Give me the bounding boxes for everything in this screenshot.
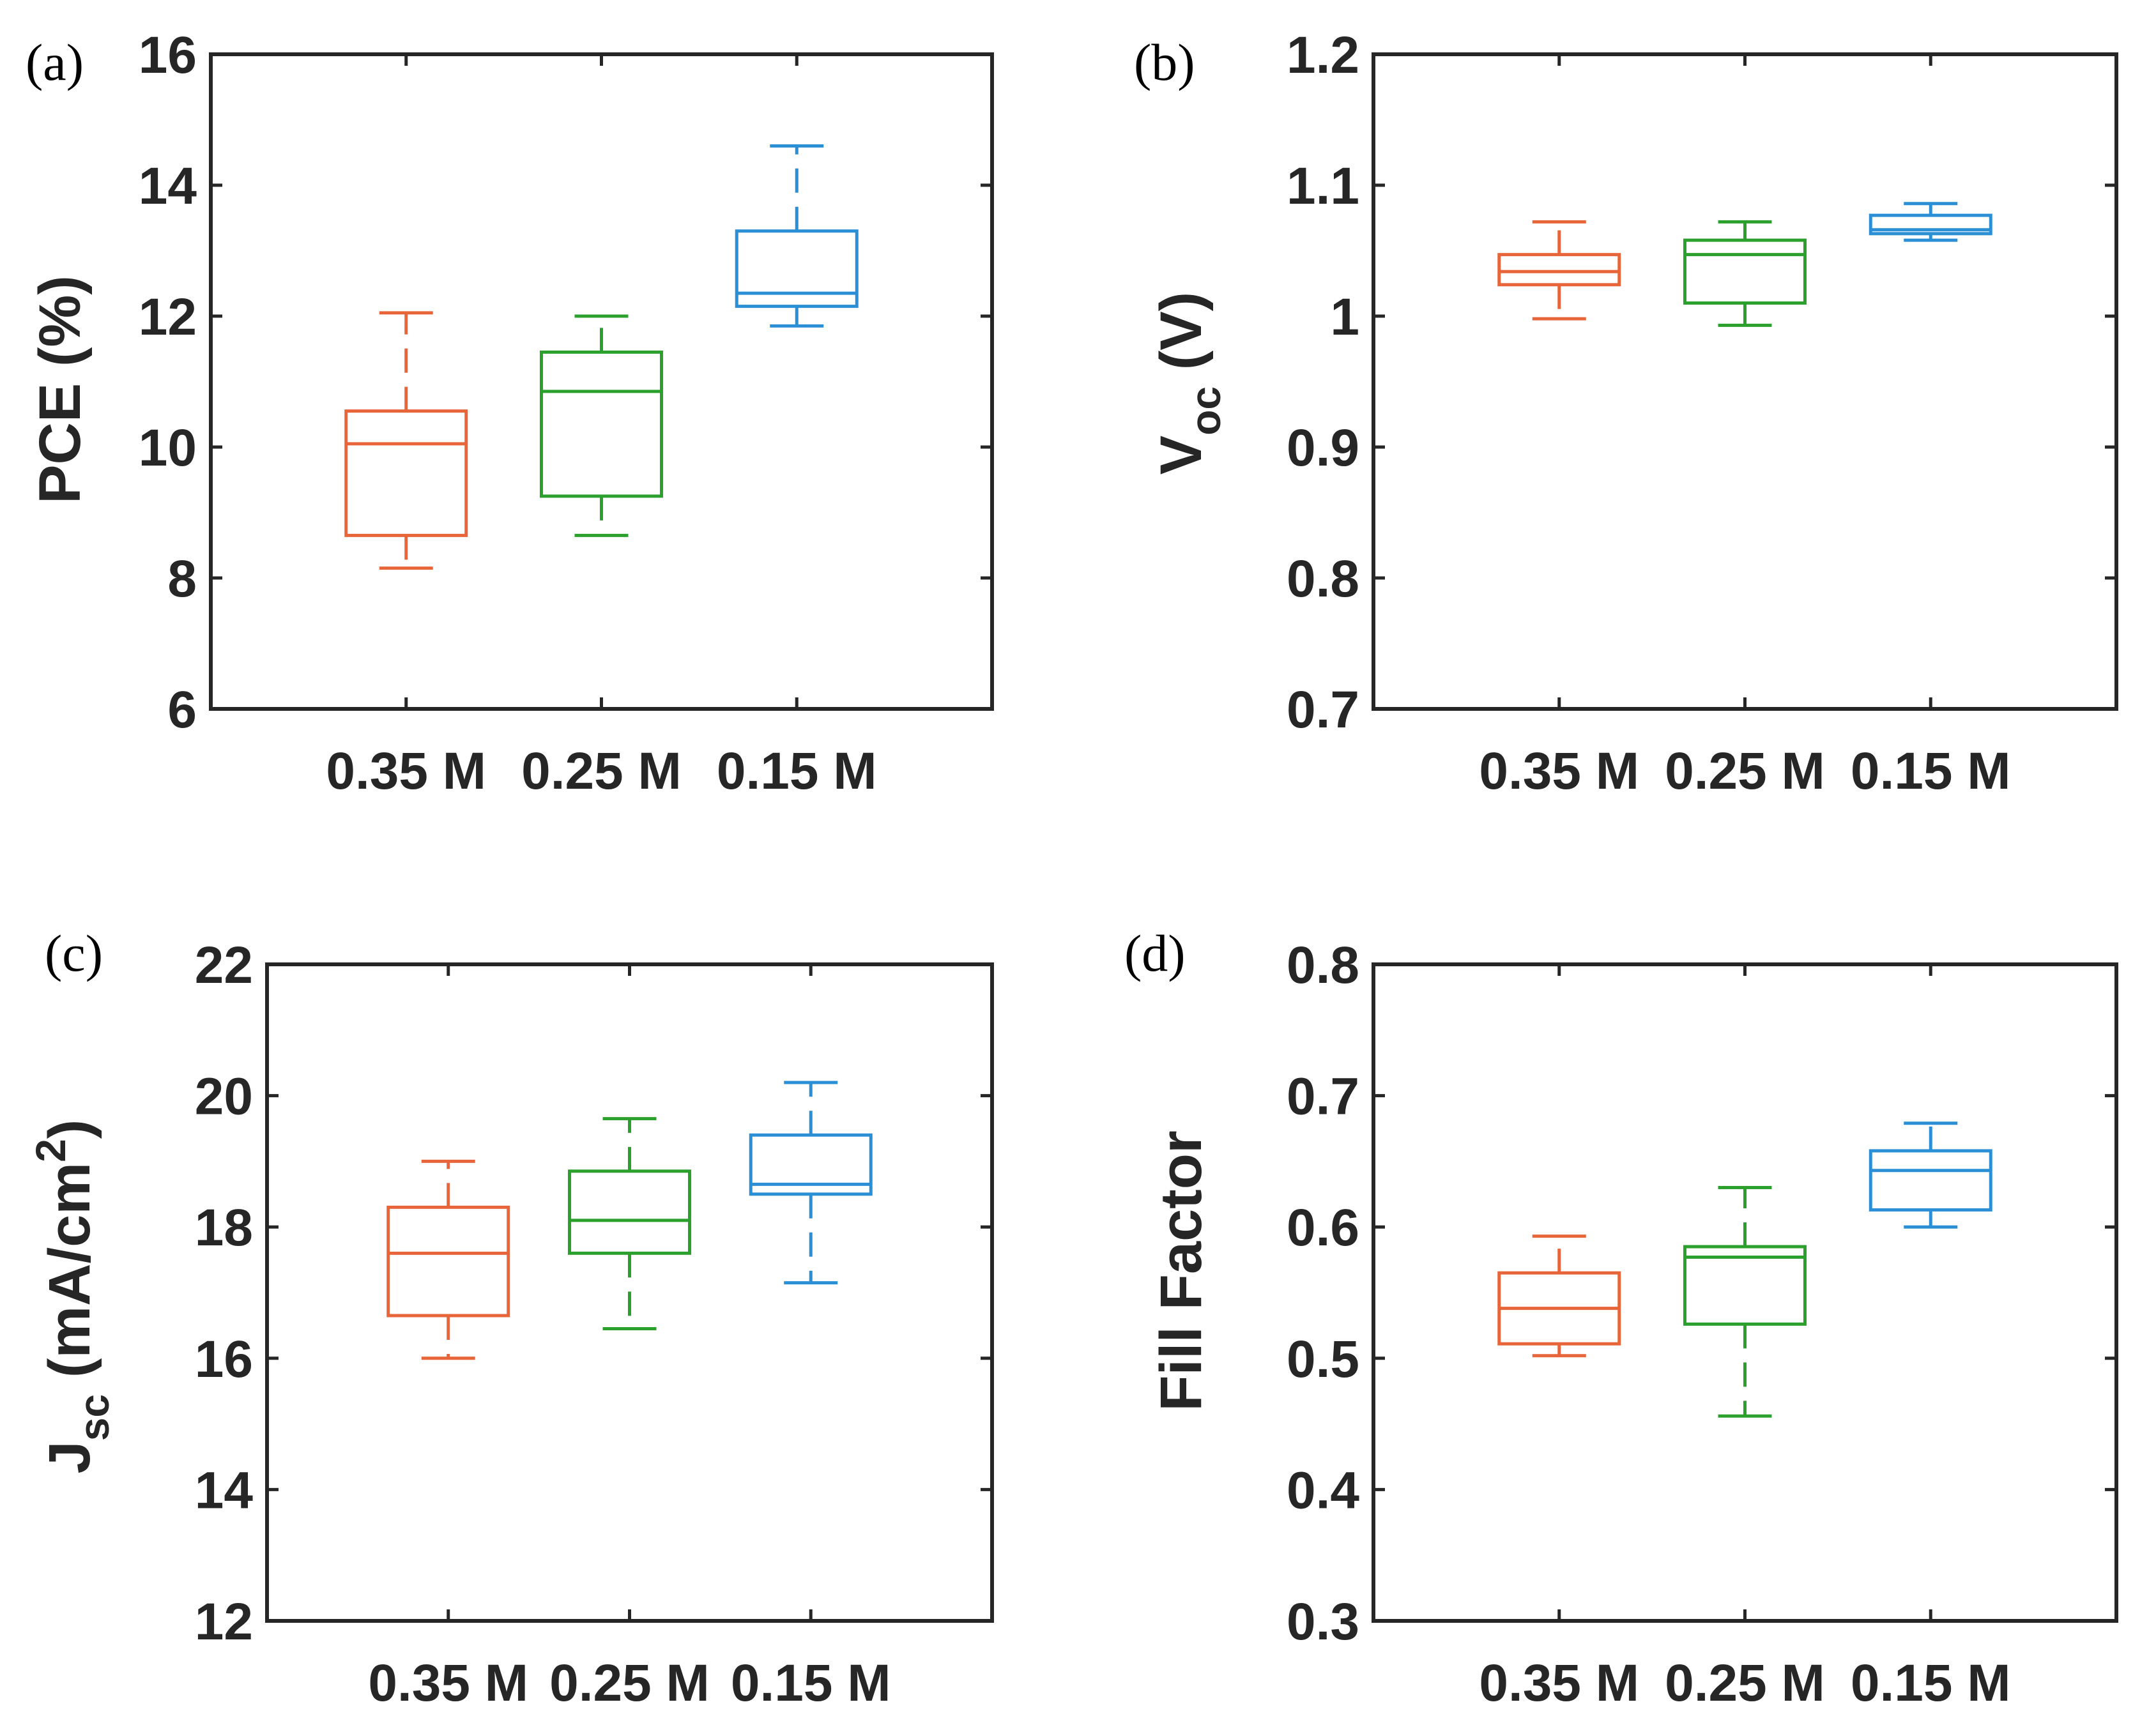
panel-d-axes-frame <box>1372 962 2118 1623</box>
panel-a-xticks: 0.35 M 0.25 M 0.15 M <box>326 742 876 800</box>
panel-d-ytick-label: 0.8 <box>1287 936 1359 994</box>
panel-a-box <box>344 409 468 537</box>
panel-b-ytick-label: 1.1 <box>1287 157 1359 215</box>
panel-c-ylabel-sup: 2 <box>27 1139 74 1162</box>
panel-d-label: (d) <box>1124 924 1186 982</box>
panel-d-xtick-label: 0.35 M <box>1479 1654 1639 1712</box>
panel-d-ytick-label: 0.6 <box>1287 1199 1359 1257</box>
panel-a-box <box>735 229 859 308</box>
panel-b-ytick-label: 1.2 <box>1287 26 1359 84</box>
panel-d-xticks: 0.35 M 0.25 M 0.15 M <box>1479 1654 2010 1712</box>
panel-d-box <box>1869 1149 1992 1212</box>
panel-c-ytick-label: 12 <box>195 1593 253 1651</box>
panel-a-axes-frame <box>209 52 994 711</box>
panel-d-ytick-label: 0.7 <box>1287 1068 1359 1126</box>
panel-d-ytick-label: 0.3 <box>1287 1593 1359 1651</box>
panel-a-label: (a) <box>26 33 84 91</box>
panel-c-xtick-label: 0.25 M <box>549 1654 710 1712</box>
panel-b-xtick-label: 0.15 M <box>1851 742 2011 800</box>
panel-b: (b) Voc (V) 0.7 0.8 0.9 1 1.1 1.2 0.35 M… <box>1134 26 2118 800</box>
panel-b-ytick-label: 1 <box>1330 288 1359 346</box>
panel-c-label: (c) <box>45 924 103 982</box>
panel-c-ylabel-main: J <box>37 1441 102 1473</box>
panel-a-ytick-label: 16 <box>139 26 197 84</box>
panel-c-plot-area <box>265 962 994 1623</box>
panel-c-ylabel-tail: (mA/cm <box>37 1162 102 1394</box>
panel-b-box <box>1869 213 1992 236</box>
panel-d-yticks: 0.3 0.4 0.5 0.6 0.7 0.8 <box>1287 936 1359 1651</box>
panel-d-plot-area <box>1372 962 2118 1623</box>
panel-b-ylabel: Voc (V) <box>1149 292 1229 475</box>
panel-c-box <box>386 1205 510 1318</box>
panel-b-axes-frame <box>1372 52 2118 711</box>
panel-a-ytick-label: 14 <box>139 157 197 215</box>
panel-c-box <box>568 1169 691 1255</box>
panel-d-ytick-label: 0.5 <box>1287 1330 1359 1388</box>
panel-c-ytick-label: 20 <box>195 1068 253 1126</box>
panel-b-ylabel-sub: oc <box>1182 386 1229 436</box>
panel-c-ytick-label: 14 <box>195 1461 254 1519</box>
panel-b-box <box>1497 253 1621 287</box>
panel-a-xtick-label: 0.15 M <box>717 742 877 800</box>
panel-b-yticks: 0.7 0.8 0.9 1 1.1 1.2 <box>1287 26 1359 739</box>
panel-b-ytick-label: 0.9 <box>1287 419 1359 477</box>
panel-b-box <box>1683 238 1807 305</box>
panel-d-box <box>1683 1245 1807 1326</box>
panel-c-xtick-label: 0.15 M <box>731 1654 891 1712</box>
panel-c-xtick-label: 0.35 M <box>368 1654 528 1712</box>
panel-b-ytick-label: 0.8 <box>1287 550 1359 608</box>
panel-c-ytick-label: 18 <box>195 1199 253 1257</box>
panel-c-ylabel: Jsc (mA/cm2) <box>27 1120 118 1474</box>
panel-d-xtick-label: 0.25 M <box>1665 1654 1825 1712</box>
panel-b-label: (b) <box>1134 33 1195 91</box>
panel-a-ytick-label: 6 <box>167 681 197 739</box>
panel-c: (c) Jsc (mA/cm2) 12 14 16 18 20 22 0.35 … <box>27 924 994 1712</box>
panel-a-yticks: 6 8 10 12 14 16 <box>139 26 197 739</box>
panel-c-xticks: 0.35 M 0.25 M 0.15 M <box>368 1654 891 1712</box>
panel-c-ylabel-sub: sc <box>70 1394 118 1441</box>
panel-d-ylabel: Fill Factor <box>1149 1130 1214 1411</box>
panel-b-xtick-label: 0.25 M <box>1665 742 1825 800</box>
panel-c-ytick-label: 16 <box>195 1330 253 1388</box>
panel-b-ylabel-tail: (V) <box>1149 292 1214 386</box>
panel-d-ytick-label: 0.4 <box>1287 1461 1359 1519</box>
panel-a-ytick-label: 12 <box>139 288 197 346</box>
panel-a-box <box>540 350 663 498</box>
panel-a-ytick-label: 8 <box>167 550 197 608</box>
panel-c-yticks: 12 14 16 18 20 22 <box>195 936 254 1651</box>
panel-b-ytick-label: 0.7 <box>1287 681 1359 739</box>
panel-b-xtick-label: 0.35 M <box>1479 742 1639 800</box>
panel-a-ytick-label: 10 <box>139 419 197 477</box>
panel-c-ylabel-tail2: ) <box>37 1120 102 1139</box>
panel-a-plot-area <box>209 52 994 711</box>
panel-a-xtick-label: 0.25 M <box>521 742 682 800</box>
panel-b-plot-area <box>1372 52 2118 711</box>
panel-b-ylabel-main: V <box>1149 436 1214 475</box>
panel-d: (d) Fill Factor 0.3 0.4 0.5 0.6 0.7 0.8 … <box>1124 924 2118 1712</box>
panel-c-box <box>749 1133 873 1196</box>
panel-c-ytick-label: 22 <box>195 936 253 994</box>
panel-a-xtick-label: 0.35 M <box>326 742 486 800</box>
panel-a-ylabel: PCE (%) <box>27 275 93 504</box>
panel-d-xtick-label: 0.15 M <box>1851 1654 2011 1712</box>
panel-b-xticks: 0.35 M 0.25 M 0.15 M <box>1479 742 2010 800</box>
panel-a: (a) PCE (%) 6 8 10 12 14 16 0.35 M 0.25 … <box>26 26 994 800</box>
